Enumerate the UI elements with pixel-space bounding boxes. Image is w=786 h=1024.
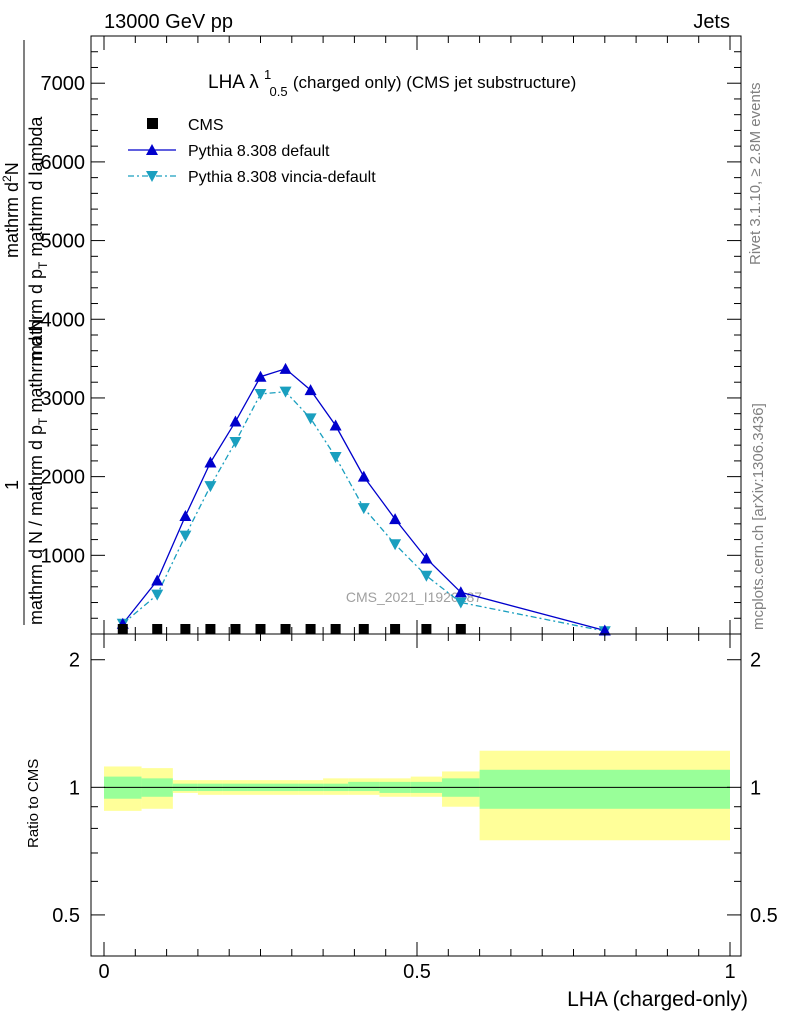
series-cms-point — [455, 624, 466, 634]
y-axis-label-numerator: mathrm d2N — [0, 162, 22, 258]
ratio-y-tick-label-left: 0.5 — [52, 905, 80, 927]
series-vincia-point — [179, 530, 192, 542]
ratio-panel: 0.5 0.51 12 2 0 0.5 1 Ratio to CMS LHA (charg… — [25, 633, 778, 1011]
series-default-line — [122, 368, 605, 632]
title-rest: (charged only) (CMS jet substructure) — [293, 73, 576, 92]
x-axis-label: LHA (charged-only) — [567, 988, 748, 1011]
legend-default-label: Pythia 8.308 default — [188, 143, 330, 160]
x-tick-label: 0 — [98, 961, 109, 983]
ratio-y-tick-label-left: 1 — [69, 777, 80, 799]
legend-vincia-label: Pythia 8.308 vincia-default — [188, 169, 376, 186]
series-default-point — [357, 470, 370, 482]
series-cms-point — [205, 624, 216, 634]
series-cms-point — [280, 624, 291, 634]
ratio-ticks — [91, 634, 741, 956]
series-vincia-point — [454, 597, 467, 609]
series-cms-point — [390, 624, 401, 634]
ratio-y-tick-label-right: 2 — [750, 650, 761, 672]
ratio-bands — [104, 750, 730, 841]
series-vincia-point — [151, 589, 164, 601]
series-vincia-point — [329, 451, 342, 463]
series-default-point — [598, 624, 611, 636]
x-tick-label: 0.5 — [403, 961, 431, 983]
legend-vincia-marker — [146, 171, 158, 182]
legend-cms-label: CMS — [188, 117, 224, 134]
ratio-y-tick-label-left: 2 — [69, 650, 80, 672]
series-vincia-point — [389, 539, 402, 551]
series-cms-point — [117, 624, 128, 634]
side-mcplots-label: mcplots.cern.ch [arXiv:1306.3436] — [750, 403, 767, 630]
series-vincia-line — [122, 391, 605, 632]
ratio-frame — [90, 633, 742, 957]
series-default-point — [389, 513, 402, 525]
main-ticks — [91, 35, 741, 635]
legend-default-marker — [146, 144, 158, 155]
series-cms-point — [305, 624, 316, 634]
series-cms-point — [330, 624, 341, 634]
series-default-point — [279, 362, 292, 374]
series-default-point — [204, 456, 217, 468]
header-right: Jets — [693, 11, 730, 33]
ratio-y-axis-label: Ratio to CMS — [25, 759, 42, 848]
series-vincia-point — [254, 389, 267, 401]
series-vincia-point — [304, 413, 317, 425]
main-y-tick-label: 4000 — [41, 309, 86, 331]
series-vincia-point — [279, 386, 292, 398]
series-default-point — [454, 586, 467, 598]
title-sup: 1 — [264, 67, 271, 82]
series-default-point — [151, 574, 164, 586]
series-cms-point — [230, 624, 241, 634]
title-main: LHA λ — [208, 72, 259, 93]
header-left: 13000 GeV pp — [104, 11, 233, 33]
legend: CMS Pythia 8.308 default Pythia 8.308 vi… — [128, 117, 376, 186]
series-default-point — [329, 419, 342, 431]
main-y-tick-label: 5000 — [41, 231, 86, 253]
series-layer — [116, 362, 611, 638]
series-default-point — [304, 384, 317, 396]
ratio-band-inner — [348, 781, 380, 792]
side-rivet-label: Rivet 3.1.10, ≥ 2.8M events — [747, 83, 764, 266]
series-default-point — [254, 370, 267, 382]
ratio-y-tick-labels: 0.5 0.5 1 1 2 2 — [52, 650, 778, 927]
chart-title: LHA λ 1 0.5 (charged only) (CMS jet subs… — [208, 63, 576, 101]
series-cms-point — [180, 624, 191, 634]
series-vincia-point — [357, 503, 370, 515]
series-vincia-point — [420, 570, 433, 582]
series-vincia-point — [204, 481, 217, 493]
ratio-y-tick-label-right: 1 — [750, 777, 761, 799]
x-tick-label: 1 — [724, 961, 735, 983]
title-sub: 0.5 — [270, 84, 288, 99]
main-y-tick-label: 1000 — [41, 545, 86, 567]
series-cms-point — [421, 624, 432, 634]
main-y-tick-labels: 1000 2000 3000 4000 5000 6000 7000 — [41, 73, 86, 567]
main-y-tick-label: 2000 — [41, 467, 86, 489]
x-tick-labels: 0 0.5 1 — [98, 961, 735, 983]
series-cms-point — [152, 624, 163, 634]
series-vincia-point — [229, 437, 242, 449]
ratio-band-inner — [479, 769, 730, 809]
main-y-tick-label: 6000 — [41, 152, 86, 174]
series-default-point — [179, 509, 192, 521]
main-y-tick-label: 7000 — [41, 73, 86, 95]
main-y-axis-label: mathrm d N / mathrm d pT mathrm d N 1 ma… — [0, 40, 50, 625]
main-y-tick-label: 3000 — [41, 388, 86, 410]
series-default-point — [420, 552, 433, 564]
legend-cms-marker — [147, 118, 158, 129]
series-cms-point — [255, 624, 266, 634]
ratio-y-tick-label-right: 0.5 — [750, 905, 778, 927]
series-cms-point — [358, 624, 369, 634]
series-default-point — [229, 415, 242, 427]
y-axis-label-one: 1 — [2, 480, 22, 490]
